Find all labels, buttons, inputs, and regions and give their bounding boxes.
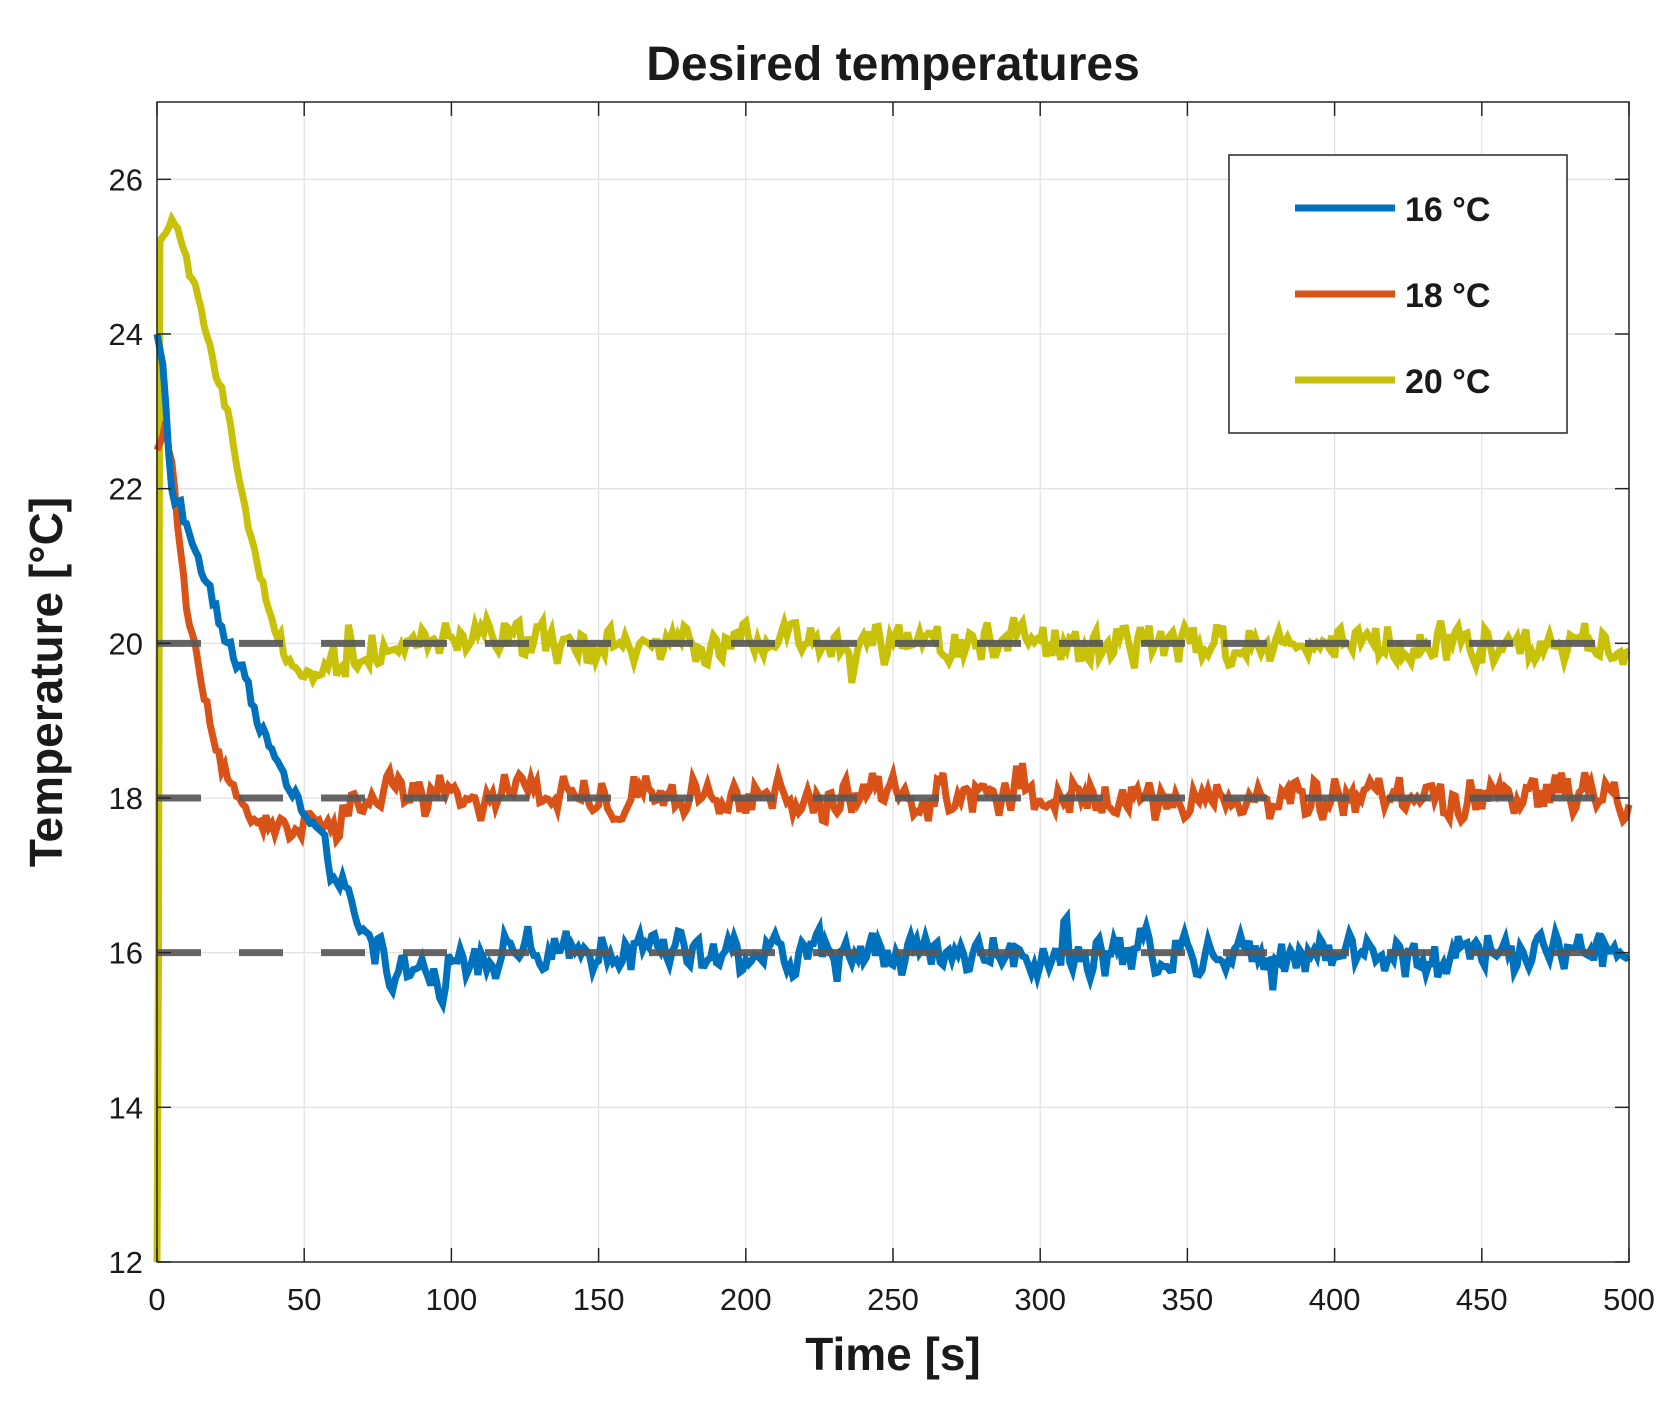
y-tick-label: 16 xyxy=(109,936,143,971)
y-tick-label: 20 xyxy=(109,626,143,661)
series-line-20c xyxy=(153,210,1631,1263)
x-tick-label: 200 xyxy=(720,1282,772,1317)
x-tick-label: 0 xyxy=(148,1282,165,1317)
x-tick-label: 150 xyxy=(573,1282,625,1317)
series-line-18c xyxy=(153,420,1633,849)
x-axis-label: Time [s] xyxy=(805,1328,981,1380)
x-tick-label: 100 xyxy=(426,1282,478,1317)
legend-label: 20 °C xyxy=(1405,363,1490,401)
x-tick-label: 50 xyxy=(287,1282,321,1317)
y-tick-label: 18 xyxy=(109,781,143,816)
legend: 16 °C 18 °C 20 °C xyxy=(1228,154,1568,434)
legend-label: 16 °C xyxy=(1405,191,1490,229)
y-axis-label: Temperature [°C] xyxy=(20,497,72,867)
data-series xyxy=(153,210,1633,1263)
x-tick-label: 450 xyxy=(1456,1282,1508,1317)
legend-box xyxy=(1228,154,1568,434)
axis-ticks: 0 50 100 150 200 250 300 350 400 450 500 12 14 16 18 20… xyxy=(109,102,1655,1317)
y-tick-label: 12 xyxy=(109,1245,143,1280)
x-tick-label: 500 xyxy=(1603,1282,1655,1317)
y-tick-label: 24 xyxy=(109,317,143,352)
legend-label: 18 °C xyxy=(1405,277,1490,315)
x-tick-label: 350 xyxy=(1162,1282,1214,1317)
y-tick-label: 26 xyxy=(109,162,143,197)
x-tick-label: 400 xyxy=(1309,1282,1361,1317)
chart-title: Desired temperatures xyxy=(646,38,1140,91)
y-tick-label: 14 xyxy=(109,1090,143,1125)
y-tick-label: 22 xyxy=(109,472,143,507)
x-tick-label: 300 xyxy=(1014,1282,1066,1317)
series-line-16c xyxy=(153,333,1631,1015)
x-tick-label: 250 xyxy=(867,1282,919,1317)
